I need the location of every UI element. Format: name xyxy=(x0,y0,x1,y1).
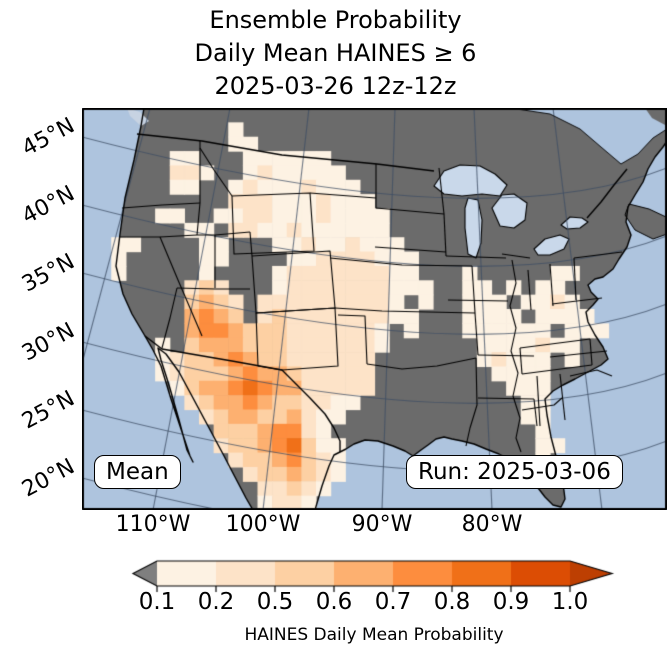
lon-tick-100w: 100°W xyxy=(225,512,301,537)
lat-tick-30n: 30°N xyxy=(17,317,79,366)
cb-tick-0-2: 0.2 xyxy=(197,589,235,615)
cb-tick-0-1: 0.1 xyxy=(138,589,176,615)
ensemble-member-badge: Mean xyxy=(94,455,181,489)
probability-map-canvas xyxy=(82,108,667,510)
lat-tick-35n: 35°N xyxy=(17,248,79,297)
lat-tick-40n: 40°N xyxy=(17,180,79,229)
lat-tick-25n: 25°N xyxy=(17,385,79,434)
cb-tick-1-0: 1.0 xyxy=(551,589,589,615)
map-area xyxy=(82,108,667,510)
chart-title-line2: Daily Mean HAINES ≥ 6 xyxy=(194,39,477,67)
cb-tick-0-8: 0.8 xyxy=(433,589,471,615)
lat-tick-20n: 20°N xyxy=(17,453,79,502)
colorbar-canvas xyxy=(120,556,620,594)
lat-tick-45n: 45°N xyxy=(17,112,79,161)
chart-title-line3: 2025-03-26 12z-12z xyxy=(214,72,457,100)
cb-tick-0-6: 0.6 xyxy=(315,589,353,615)
lon-tick-80w: 80°W xyxy=(461,512,523,537)
cb-tick-0-9: 0.9 xyxy=(492,589,530,615)
model-run-badge: Run: 2025-03-06 xyxy=(406,455,623,489)
chart-title-line1: Ensemble Probability xyxy=(209,6,462,34)
lon-tick-90w: 90°W xyxy=(351,512,413,537)
cb-tick-0-7: 0.7 xyxy=(374,589,412,615)
lon-tick-110w: 110°W xyxy=(115,512,191,537)
colorbar-axis-label: HAINES Daily Mean Probability xyxy=(244,625,504,645)
cb-tick-0-5: 0.5 xyxy=(256,589,294,615)
